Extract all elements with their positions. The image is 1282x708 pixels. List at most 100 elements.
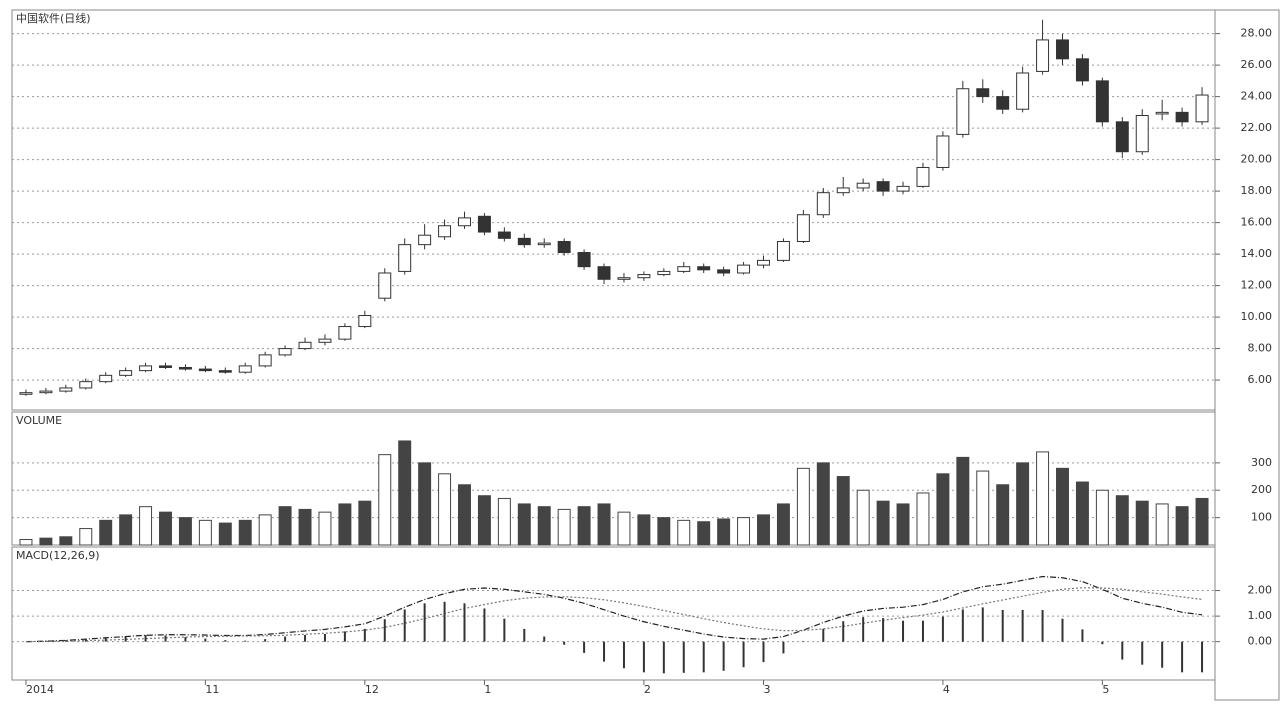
volume-bar [59, 536, 73, 546]
volume-bar [996, 484, 1010, 546]
candle-body [876, 181, 890, 192]
candle-body [477, 215, 491, 233]
candle-body [159, 365, 172, 368]
candle-body [218, 370, 232, 373]
volume-bar [876, 500, 890, 546]
candle-body [936, 135, 950, 168]
candle-body [657, 270, 671, 276]
volume-bar [737, 517, 751, 546]
candle-body [517, 237, 531, 246]
x-tick-label: 5 [1102, 683, 1109, 696]
volume-bar [338, 503, 352, 546]
candle-body [1075, 58, 1089, 82]
volume-bar [637, 514, 651, 546]
macd-panel [11, 546, 1216, 681]
y-tick-label: 18.00 [1241, 184, 1273, 197]
volume-bar [816, 462, 830, 546]
candle-body [358, 315, 372, 328]
volume-bar [1155, 503, 1169, 546]
candle-body [537, 242, 551, 246]
candle-body [39, 390, 53, 394]
candle-body [916, 166, 930, 187]
volume-bar [99, 519, 113, 546]
volume-bar [159, 511, 172, 546]
volume-bar [916, 492, 930, 546]
candle-body [896, 185, 910, 192]
volume-bar [597, 503, 611, 546]
y-tick-label: 12.00 [1241, 279, 1273, 292]
y-tick-label: 24.00 [1241, 90, 1273, 103]
volume-bar [577, 506, 591, 546]
volume-bar [856, 489, 870, 546]
volume-bar [956, 456, 970, 546]
y-tick-label: 2.00 [1248, 584, 1273, 597]
volume-bar [1115, 495, 1129, 546]
volume-bar [497, 497, 511, 546]
macd-line [25, 575, 1203, 643]
volume-bar [796, 467, 810, 546]
volume-bar [537, 506, 551, 546]
volume-bar [1175, 506, 1189, 546]
volume-bar [298, 508, 312, 546]
candle-body [776, 240, 790, 261]
volume-bar [198, 519, 212, 546]
volume-bar [19, 539, 33, 546]
volume-bar [39, 537, 53, 546]
y-tick-label: 0.00 [1248, 635, 1273, 648]
volume-bar [776, 503, 790, 546]
candle-body [1095, 80, 1109, 123]
candle-body [717, 269, 731, 274]
candle-body [438, 225, 452, 238]
candle-body [996, 96, 1010, 110]
candle-body [458, 217, 471, 227]
x-tick-label: 1 [484, 683, 491, 696]
volume-bar [1075, 481, 1089, 546]
x-tick-label: 11 [205, 683, 219, 696]
volume-bar [458, 484, 471, 546]
candle-body [956, 88, 970, 135]
macd-title: MACD(12,26,9) [16, 549, 100, 562]
candle-body [79, 381, 93, 389]
candle-body [178, 366, 192, 370]
candle-body [577, 252, 591, 268]
volume-bar [557, 508, 571, 546]
volume-bar [1056, 467, 1069, 546]
axis-panel [1214, 9, 1280, 701]
candle-body [59, 387, 73, 392]
x-tick-label: 2014 [26, 683, 54, 696]
volume-bar [976, 470, 990, 546]
y-tick-label: 14.00 [1241, 247, 1273, 260]
candle-body [1016, 72, 1030, 110]
volume-bar [178, 517, 192, 546]
x-tick-label: 2 [644, 683, 651, 696]
price-title: 中国软件(日线) [16, 11, 91, 25]
volume-bar [936, 473, 950, 546]
volume-bar [378, 454, 392, 546]
volume-bar [1095, 489, 1109, 546]
candle-body [617, 277, 631, 280]
volume-bar [79, 528, 93, 546]
macd-line [25, 587, 1203, 643]
x-tick-label: 12 [365, 683, 379, 696]
candle-body [298, 341, 312, 350]
volume-bar [477, 495, 491, 546]
candle-body [278, 348, 292, 356]
volume-bar [896, 503, 910, 546]
volume-bar [677, 519, 691, 546]
volume-bar [218, 522, 232, 546]
candle-body [139, 365, 153, 372]
candle-body [976, 88, 990, 98]
candle-body [637, 274, 651, 279]
volume-bar [697, 521, 711, 546]
candle-body [338, 326, 352, 340]
y-tick-label: 26.00 [1241, 58, 1273, 71]
candle-body [836, 187, 850, 194]
volume-bar [318, 511, 332, 546]
volume-bar [617, 511, 631, 546]
volume-bar [717, 518, 731, 546]
volume-bar [119, 514, 133, 546]
candle-body [1056, 39, 1069, 60]
y-tick-label: 28.00 [1241, 27, 1273, 40]
candle-body [398, 244, 412, 272]
